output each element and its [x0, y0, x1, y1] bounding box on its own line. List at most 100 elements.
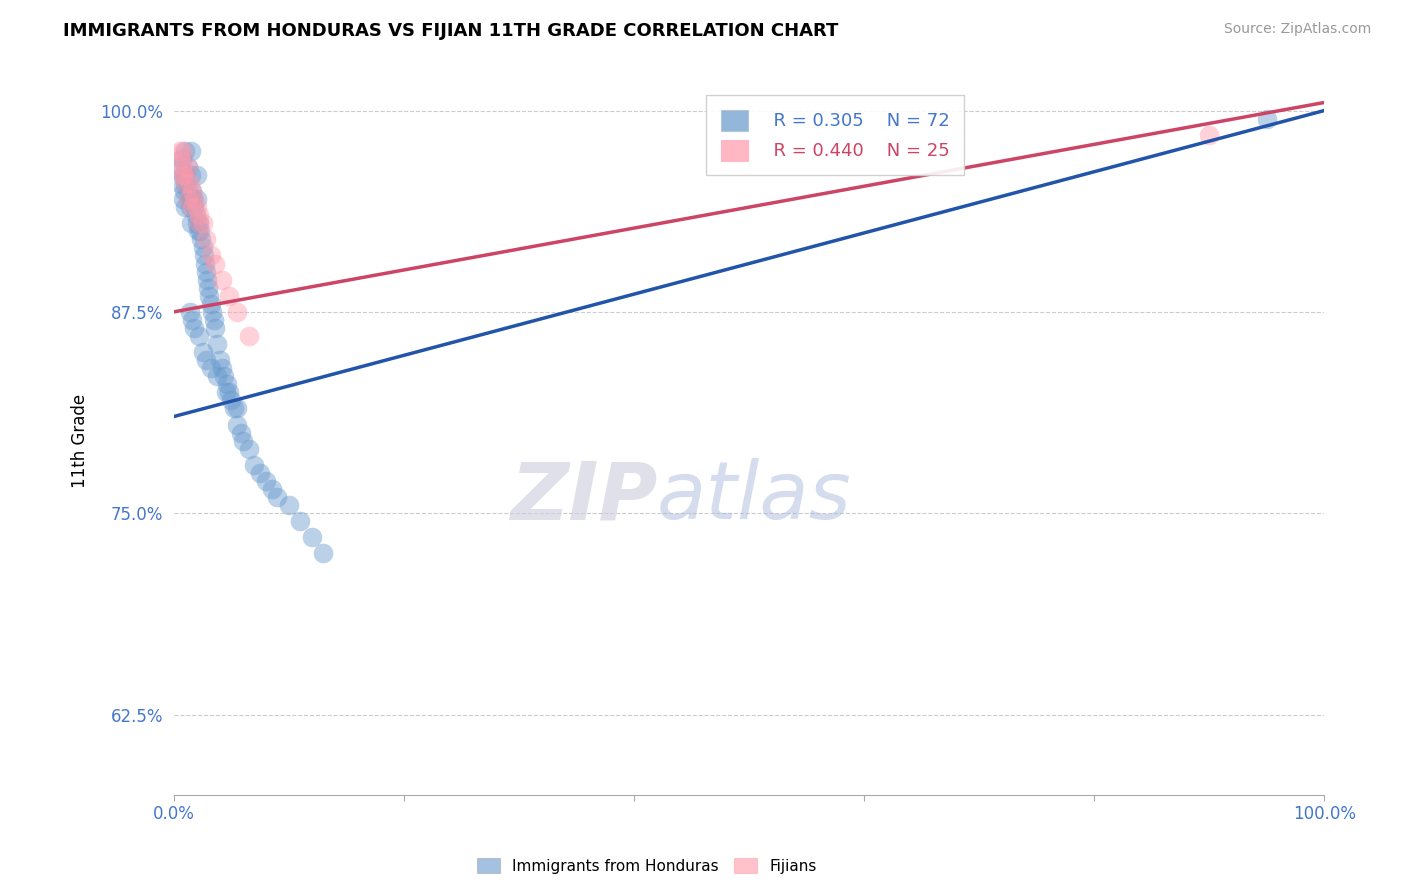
- Point: [176, 192, 198, 206]
- Point: [197, 281, 219, 295]
- Text: atlas: atlas: [657, 458, 852, 536]
- Point: [195, 232, 218, 246]
- Point: [211, 273, 233, 287]
- Point: [193, 248, 215, 262]
- Point: [180, 168, 202, 182]
- Point: [183, 192, 205, 206]
- Point: [238, 329, 260, 343]
- Point: [204, 321, 226, 335]
- Point: [173, 168, 195, 182]
- Point: [172, 144, 194, 158]
- Point: [176, 160, 198, 174]
- Point: [181, 184, 204, 198]
- Point: [277, 498, 299, 512]
- Point: [173, 184, 195, 198]
- Legend: Immigrants from Honduras, Fijians: Immigrants from Honduras, Fijians: [471, 852, 823, 880]
- Point: [201, 305, 224, 319]
- Point: [232, 434, 254, 448]
- Point: [229, 425, 252, 440]
- Legend:   R = 0.305    N = 72,   R = 0.440    N = 25: R = 0.305 N = 72, R = 0.440 N = 25: [706, 95, 965, 175]
- Point: [195, 273, 218, 287]
- Point: [186, 200, 208, 214]
- Point: [238, 442, 260, 456]
- Point: [176, 184, 198, 198]
- Point: [170, 152, 193, 166]
- Point: [290, 514, 312, 528]
- Point: [174, 176, 197, 190]
- Point: [169, 176, 191, 190]
- Point: [184, 208, 207, 222]
- Point: [1198, 128, 1220, 142]
- Point: [188, 216, 211, 230]
- Point: [179, 200, 201, 214]
- Point: [226, 417, 249, 432]
- Point: [183, 321, 205, 335]
- Point: [188, 329, 211, 343]
- Point: [195, 353, 218, 368]
- Point: [169, 144, 191, 158]
- Point: [180, 216, 202, 230]
- Point: [204, 256, 226, 270]
- Point: [312, 546, 335, 560]
- Point: [221, 393, 243, 408]
- Point: [172, 168, 194, 182]
- Point: [169, 160, 191, 174]
- Point: [218, 385, 240, 400]
- Point: [181, 184, 204, 198]
- Point: [191, 240, 214, 254]
- Y-axis label: 11th Grade: 11th Grade: [72, 393, 89, 488]
- Point: [200, 248, 222, 262]
- Text: Source: ZipAtlas.com: Source: ZipAtlas.com: [1223, 22, 1371, 37]
- Point: [200, 297, 222, 311]
- Point: [172, 192, 194, 206]
- Point: [191, 216, 214, 230]
- Point: [180, 192, 202, 206]
- Point: [226, 305, 249, 319]
- Point: [188, 216, 211, 230]
- Point: [188, 224, 211, 238]
- Point: [183, 200, 205, 214]
- Point: [188, 208, 211, 222]
- Point: [222, 401, 245, 416]
- Point: [207, 369, 229, 384]
- Point: [170, 160, 193, 174]
- Point: [243, 458, 266, 472]
- Point: [211, 361, 233, 376]
- Point: [179, 176, 201, 190]
- Point: [190, 232, 212, 246]
- Point: [215, 377, 238, 392]
- Text: ZIP: ZIP: [509, 458, 657, 536]
- Point: [208, 353, 231, 368]
- Point: [254, 474, 277, 488]
- Point: [174, 168, 197, 182]
- Point: [249, 466, 271, 480]
- Point: [181, 313, 204, 327]
- Point: [218, 289, 240, 303]
- Point: [176, 160, 198, 174]
- Text: IMMIGRANTS FROM HONDURAS VS FIJIAN 11TH GRADE CORRELATION CHART: IMMIGRANTS FROM HONDURAS VS FIJIAN 11TH …: [63, 22, 838, 40]
- Point: [195, 264, 218, 278]
- Point: [186, 168, 208, 182]
- Point: [202, 313, 225, 327]
- Point: [207, 337, 229, 351]
- Point: [266, 490, 288, 504]
- Point: [301, 530, 323, 544]
- Point: [172, 168, 194, 182]
- Point: [200, 361, 222, 376]
- Point: [214, 385, 236, 400]
- Point: [180, 144, 202, 158]
- Point: [186, 216, 208, 230]
- Point: [174, 176, 197, 190]
- Point: [170, 152, 193, 166]
- Point: [174, 200, 197, 214]
- Point: [179, 305, 201, 319]
- Point: [174, 144, 197, 158]
- Point: [214, 369, 236, 384]
- Point: [187, 224, 209, 238]
- Point: [1256, 112, 1278, 126]
- Point: [260, 482, 283, 496]
- Point: [194, 256, 217, 270]
- Point: [183, 192, 205, 206]
- Point: [177, 192, 200, 206]
- Point: [181, 200, 204, 214]
